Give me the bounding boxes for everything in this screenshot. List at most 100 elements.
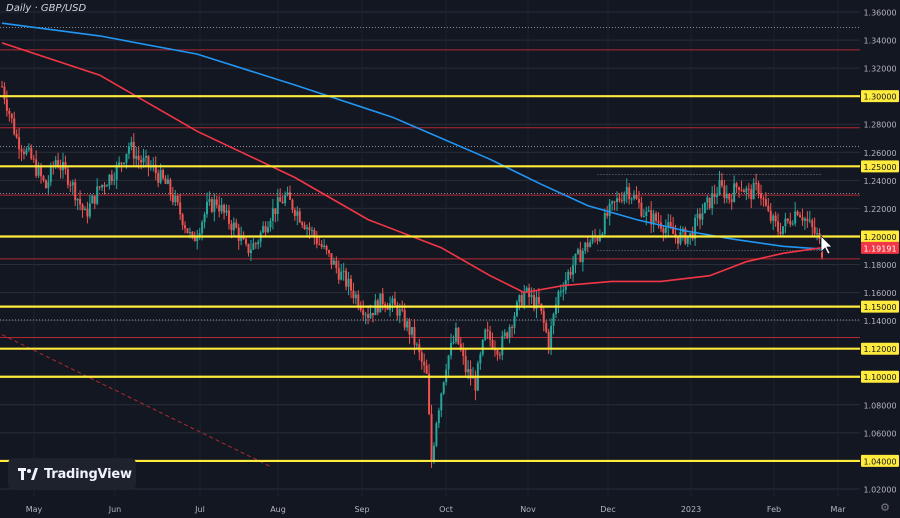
candle-body — [403, 309, 406, 328]
price-tick-label: 1.14000 — [863, 317, 896, 326]
candle-body — [474, 376, 477, 391]
candle-body — [371, 313, 374, 316]
price-tick-label: 1.02000 — [863, 485, 896, 494]
candle-body — [115, 164, 118, 180]
candle-body — [603, 212, 606, 234]
candle-body — [613, 201, 616, 203]
candle-body — [30, 147, 33, 159]
candle-body — [662, 228, 665, 233]
candle-body — [162, 169, 165, 179]
candle-body — [601, 233, 604, 236]
candle-body — [769, 210, 772, 221]
candle-body — [120, 162, 123, 164]
candle-body — [1, 86, 3, 88]
candle-body — [611, 201, 614, 204]
candle-body — [750, 189, 753, 200]
candle-body — [479, 354, 482, 364]
candle-body — [32, 158, 35, 160]
key-level-label-bg — [861, 370, 899, 383]
candle-body — [457, 327, 460, 344]
candle-body — [354, 294, 357, 299]
candle-body — [105, 185, 108, 187]
candle-body — [330, 253, 333, 265]
candle-body — [101, 184, 104, 188]
key-level-label-bg — [861, 90, 899, 103]
candle-body — [13, 118, 16, 135]
price-tick-label: 1.12000 — [863, 345, 896, 354]
key-level-label-bg — [861, 300, 899, 313]
gear-icon[interactable]: ⚙ — [880, 501, 890, 514]
candle-body — [637, 198, 640, 203]
chart-title: Daily · GBP/USD — [6, 3, 87, 14]
candle-body — [655, 213, 658, 221]
price-tick-label: 1.30000 — [863, 93, 896, 102]
candle-body — [135, 155, 138, 159]
candle-body — [369, 313, 372, 318]
candle-body — [325, 245, 328, 251]
price-tick-label: 1.20000 — [863, 233, 896, 242]
candle-body — [398, 309, 401, 316]
candle-body — [166, 179, 169, 184]
candle-body — [799, 215, 802, 218]
candle-body — [227, 210, 230, 224]
price-tick-label: 1.15000 — [863, 303, 896, 312]
candle-body — [657, 220, 660, 223]
candle-body — [288, 192, 291, 200]
candle-body — [738, 187, 741, 190]
candle-body — [79, 198, 82, 205]
candle-body — [198, 233, 201, 238]
candle-body — [801, 217, 804, 221]
candle-body — [652, 213, 655, 225]
candle-body — [696, 213, 699, 218]
candle-body — [428, 373, 431, 414]
candle-body — [215, 199, 218, 206]
candle-body — [755, 182, 758, 184]
price-tick-label: 1.28000 — [863, 121, 896, 130]
candle-body — [537, 297, 540, 304]
candle-body — [237, 227, 240, 241]
candle-body — [647, 210, 650, 212]
candle-body — [303, 224, 306, 229]
candle-body — [44, 180, 47, 189]
price-tick-label: 1.04000 — [863, 457, 896, 466]
key-level-label-bg — [861, 230, 899, 243]
candle-body — [672, 226, 675, 234]
price-tick-label: 1.18000 — [863, 261, 896, 270]
candle-body — [586, 242, 589, 248]
candle-body — [401, 309, 404, 311]
candle-body — [132, 141, 135, 159]
candle-body — [623, 193, 626, 202]
candle-body — [752, 182, 755, 200]
candle-body — [98, 186, 101, 188]
candle-body — [554, 304, 557, 314]
candle-body — [186, 228, 189, 234]
candle-body — [306, 227, 309, 229]
candle-body — [562, 289, 565, 292]
candle-body — [379, 293, 382, 313]
candle-body — [606, 212, 609, 216]
candle-body — [803, 218, 806, 221]
candle-body — [547, 331, 550, 348]
candle-body — [686, 236, 689, 244]
candle-body — [240, 235, 243, 241]
candle-body — [779, 231, 782, 234]
candle-body — [125, 153, 128, 163]
candle-body — [225, 210, 228, 213]
candle-body — [640, 202, 643, 217]
candle-body — [650, 210, 653, 225]
candle-body — [381, 293, 384, 305]
candle-body — [694, 217, 697, 239]
candle-body — [530, 295, 533, 298]
candle-body — [518, 295, 521, 303]
candle-body — [679, 231, 682, 244]
candle-body — [740, 189, 743, 191]
candle-body — [127, 146, 130, 154]
candle-body — [386, 307, 389, 310]
candle-body — [54, 160, 57, 167]
candle-body — [335, 260, 338, 269]
candle-body — [432, 445, 435, 462]
candle-body — [508, 327, 511, 338]
candle-body — [772, 215, 775, 221]
candle-body — [313, 230, 316, 238]
